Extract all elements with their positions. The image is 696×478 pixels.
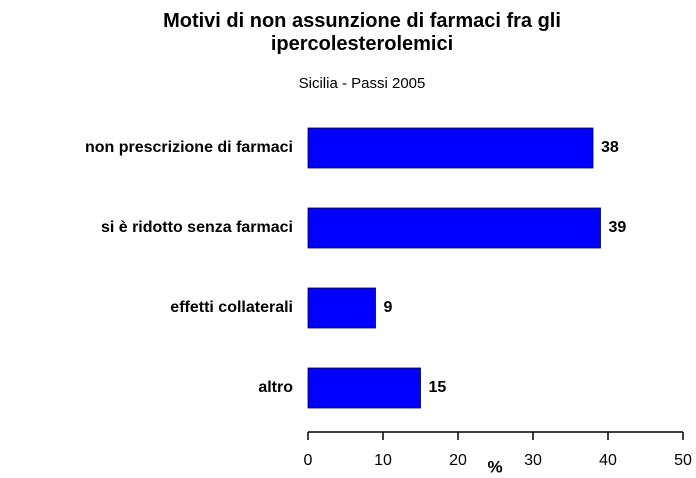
value-label: 9 <box>384 299 393 316</box>
x-tick-label: 10 <box>374 452 392 469</box>
chart-title: Motivi di non assunzione di farmaci fra … <box>163 10 561 55</box>
bar <box>307 367 421 409</box>
x-tick-label: 20 <box>449 452 467 469</box>
x-tick-label: 50 <box>674 452 692 469</box>
bar <box>307 287 376 329</box>
bar <box>307 127 594 169</box>
x-tick-label: 40 <box>599 452 617 469</box>
y-tick-label: non prescrizione di farmaci <box>85 139 293 156</box>
x-axis-label: % <box>487 457 502 476</box>
value-label: 39 <box>609 219 627 236</box>
x-tick-label: 0 <box>304 452 313 469</box>
bar <box>307 207 601 249</box>
chart-subtitle: Sicilia - Passi 2005 <box>298 75 426 92</box>
y-tick-label: altro <box>258 379 293 396</box>
x-tick-label: 30 <box>524 452 542 469</box>
value-label: 38 <box>601 139 619 156</box>
y-tick-label: si è ridotto senza farmaci <box>101 219 293 236</box>
y-tick-label: effetti collaterali <box>170 299 293 316</box>
value-label: 15 <box>429 379 447 396</box>
